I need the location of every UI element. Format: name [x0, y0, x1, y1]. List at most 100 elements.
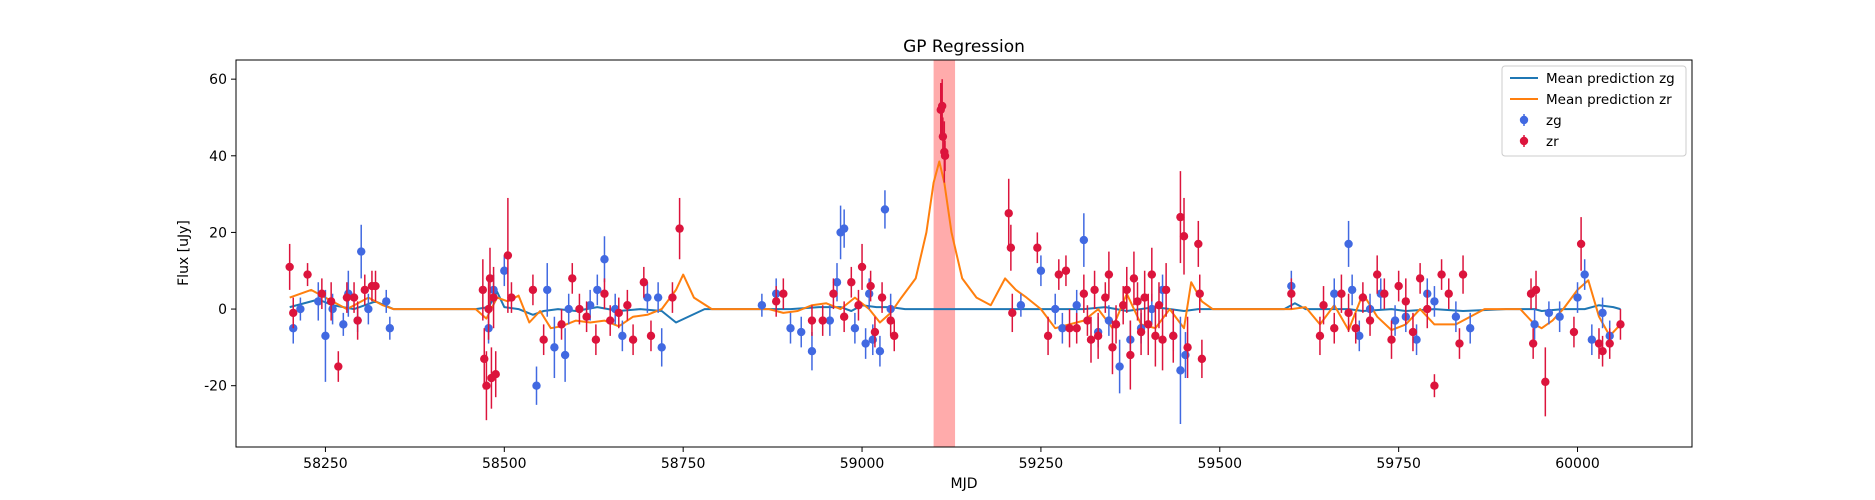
data-point — [1090, 285, 1099, 295]
series-zr — [285, 79, 1625, 421]
data-point — [1444, 289, 1453, 298]
data-point — [1136, 327, 1146, 337]
x-tick-label: 58750 — [661, 456, 706, 472]
plot-inner — [285, 60, 1625, 447]
data-point — [1183, 343, 1192, 352]
data-point — [1576, 239, 1586, 249]
legend-label-mean-prediction-zr: Mean prediction zr — [1546, 92, 1672, 108]
data-point — [1430, 297, 1439, 306]
data-point — [937, 101, 947, 111]
data-point — [342, 293, 352, 302]
data-point — [1415, 274, 1425, 283]
x-tick-label: 60000 — [1555, 456, 1600, 472]
data-point — [1179, 232, 1189, 241]
data-point — [1154, 301, 1164, 310]
data-point — [1043, 331, 1053, 341]
data-point — [1351, 324, 1360, 333]
data-point — [1140, 293, 1149, 302]
data-point — [500, 266, 509, 275]
data-point — [1412, 335, 1421, 344]
data-point — [1530, 320, 1539, 329]
data-point — [1337, 289, 1346, 298]
data-point — [1072, 324, 1081, 333]
data-point — [1455, 339, 1464, 348]
data-point — [1344, 239, 1353, 249]
data-point — [334, 362, 343, 371]
data-point — [600, 255, 609, 264]
data-point — [1580, 270, 1589, 279]
data-point — [839, 224, 849, 233]
data-point — [296, 304, 305, 314]
data-point — [875, 347, 885, 356]
data-point — [857, 262, 867, 272]
data-point — [593, 285, 602, 295]
data-point — [605, 316, 615, 325]
data-point — [880, 205, 890, 214]
data-point — [1531, 285, 1541, 295]
data-point — [870, 327, 880, 337]
x-tick-label: 58250 — [303, 456, 348, 472]
data-point — [1036, 266, 1046, 275]
data-point — [1372, 270, 1382, 279]
plot-frame — [235, 59, 1693, 448]
y-tick-label: 0 — [218, 302, 227, 318]
data-point — [582, 312, 591, 321]
data-point — [539, 335, 548, 344]
data-point — [591, 335, 601, 344]
data-point — [1176, 366, 1185, 375]
data-point — [491, 369, 500, 379]
data-point — [353, 316, 362, 325]
data-point — [1126, 350, 1135, 360]
data-point — [1058, 324, 1067, 333]
data-point — [600, 289, 609, 298]
data-point — [1430, 381, 1439, 390]
data-point — [528, 285, 538, 295]
data-point — [1111, 320, 1121, 329]
data-point — [628, 335, 638, 344]
data-point — [807, 347, 817, 356]
data-point — [1144, 320, 1153, 329]
data-point — [1594, 339, 1604, 348]
data-point — [385, 324, 395, 333]
data-point — [1408, 327, 1418, 337]
data-point — [1437, 270, 1446, 279]
data-point — [1451, 312, 1461, 321]
data-point — [1104, 270, 1114, 279]
data-point — [847, 278, 856, 287]
data-point — [357, 247, 366, 256]
data-point — [317, 289, 327, 298]
data-point — [1079, 289, 1089, 298]
data-point — [653, 293, 663, 302]
data-point — [1016, 301, 1026, 310]
data-point — [1319, 301, 1328, 310]
data-point — [364, 304, 373, 314]
data-point — [886, 316, 895, 325]
data-point — [1573, 293, 1582, 302]
data-point — [890, 331, 899, 341]
y-tick-label: -20 — [204, 379, 227, 395]
data-point — [639, 278, 649, 287]
data-point — [866, 281, 875, 291]
data-point — [1108, 343, 1117, 352]
data-point — [1079, 235, 1089, 245]
data-point — [614, 308, 623, 318]
data-point — [618, 331, 627, 341]
data-point — [1181, 350, 1190, 360]
data-point — [1195, 289, 1204, 298]
data-point — [1093, 331, 1103, 341]
axes: 58250 58500 58750 59000 59250 59500 59750 60000… — [204, 59, 1693, 472]
chart-title: GP Regression — [903, 37, 1025, 57]
data-point — [668, 293, 677, 302]
data-point — [1544, 308, 1554, 318]
data-point — [1394, 281, 1403, 291]
data-point — [1115, 362, 1124, 371]
data-point — [797, 327, 806, 337]
y-axis-label: Flux [uJy] — [176, 220, 192, 286]
data-point — [1051, 304, 1060, 314]
y-tick-label: 60 — [209, 72, 227, 88]
data-point — [564, 304, 573, 314]
data-point — [938, 132, 948, 141]
data-point — [1072, 301, 1081, 310]
data-point — [321, 331, 330, 341]
